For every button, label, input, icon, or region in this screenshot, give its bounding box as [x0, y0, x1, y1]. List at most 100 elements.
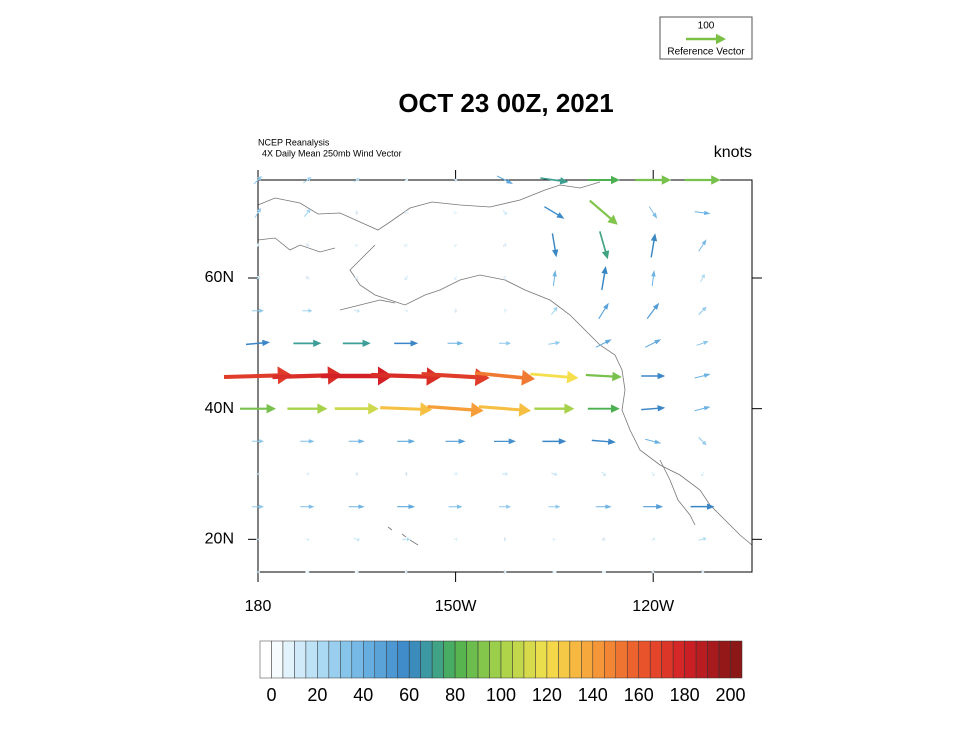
aleutians	[339, 299, 396, 311]
chart-title: OCT 23 00Z, 2021	[398, 88, 613, 118]
colorbar-label: 60	[399, 685, 419, 705]
wind-vector	[595, 504, 612, 509]
reference-vector	[686, 33, 726, 45]
colorbar-box	[558, 640, 571, 679]
wind-vector	[645, 339, 662, 348]
colorbar-box	[294, 640, 307, 679]
wind-vector	[700, 569, 705, 574]
wind-vector	[698, 306, 707, 315]
wind-vector	[601, 266, 608, 291]
wind-vector	[589, 199, 618, 225]
wind-vector	[305, 275, 310, 280]
wind-vector	[650, 233, 658, 258]
wind-vector	[478, 402, 531, 417]
wind-vector	[651, 569, 655, 574]
wind-vector	[548, 504, 561, 509]
wind-vector	[551, 306, 558, 315]
wind-vector	[404, 177, 409, 182]
colorbar-box	[661, 640, 674, 679]
colorbar-label: 20	[307, 685, 327, 705]
wind-vector	[601, 537, 606, 542]
colorbar-label: 80	[445, 685, 465, 705]
colorbar-label: 100	[486, 685, 516, 705]
wind-vector	[252, 504, 264, 509]
colorbar-box	[282, 640, 295, 679]
colorbar-box	[626, 640, 639, 679]
wind-vector	[542, 438, 567, 445]
wind-vector	[320, 366, 393, 386]
wind-vector	[698, 437, 707, 446]
wind-vector	[499, 341, 511, 346]
wind-vector	[453, 471, 458, 476]
wind-vector	[700, 471, 705, 476]
wind-vector	[641, 372, 666, 380]
colorbar-box	[512, 640, 525, 679]
wind-vector	[648, 206, 658, 219]
wind-vector	[404, 210, 409, 215]
colorbar-box	[649, 640, 662, 679]
y-tick-label: 60N	[205, 269, 234, 286]
wind-vector	[694, 406, 711, 412]
wind-vector	[371, 367, 442, 386]
wind-vector	[253, 176, 262, 185]
colorbar-box	[730, 640, 743, 679]
reference-label: Reference Vector	[667, 47, 745, 58]
wind-vector	[551, 233, 559, 258]
colorbar-box	[454, 640, 467, 679]
wind-vector	[334, 402, 379, 415]
wind-vector	[694, 373, 711, 379]
wind-vector	[272, 366, 343, 385]
wind-vector	[474, 369, 535, 386]
wind-vector	[302, 308, 313, 313]
colorbar-box	[500, 640, 513, 679]
colorbar-label: 160	[624, 685, 654, 705]
colorbar-box	[489, 640, 502, 679]
wind-vector	[530, 370, 579, 384]
y-tick-label: 40N	[205, 400, 234, 417]
wind-vector	[245, 339, 270, 347]
colorbar-label: 0	[266, 685, 276, 705]
coast-siberia	[257, 237, 336, 253]
wind-vector	[256, 243, 261, 248]
colorbar-box	[466, 640, 479, 679]
wind-vector	[595, 339, 612, 348]
wind-vector	[355, 210, 359, 215]
colorbar-box	[672, 640, 685, 679]
wind-vector	[380, 402, 433, 417]
colorbar-box	[718, 640, 731, 679]
wind-vector	[453, 275, 458, 280]
colorbar-box	[581, 640, 594, 679]
wind-vector	[240, 403, 276, 414]
colorbar-box	[408, 640, 421, 679]
colorbar-box	[431, 640, 444, 679]
wind-vector	[551, 472, 558, 477]
wind-vector	[534, 403, 575, 414]
wind-vector	[552, 270, 557, 287]
wind-vector	[587, 175, 620, 185]
wind-vector	[651, 537, 656, 542]
wind-vector	[552, 537, 557, 542]
colorbar-box	[546, 640, 559, 679]
colorbar-box	[328, 640, 341, 679]
colorbar-box	[443, 640, 456, 679]
colorbar-box	[523, 640, 536, 679]
reference-value: 100	[698, 21, 715, 32]
wind-vector	[305, 569, 310, 575]
colorbar-box	[271, 640, 284, 679]
wind-vector	[402, 537, 411, 542]
x-tick-label: 180	[245, 598, 272, 615]
wind-vector	[635, 175, 672, 185]
colorbar-box	[305, 640, 318, 679]
wind-vector	[502, 210, 507, 215]
wind-vector	[404, 471, 408, 477]
colorbar-box	[420, 640, 433, 679]
wind-vector	[646, 302, 660, 319]
wind-vector	[645, 438, 662, 444]
wind-vector	[348, 439, 365, 444]
wind-vector	[223, 366, 292, 385]
wind-vector	[305, 537, 310, 542]
wind-vector	[355, 471, 359, 477]
wind-vector	[303, 177, 312, 184]
subtitle: 4X Daily Mean 250mb Wind Vector	[262, 148, 402, 158]
wind-vector	[601, 569, 606, 575]
